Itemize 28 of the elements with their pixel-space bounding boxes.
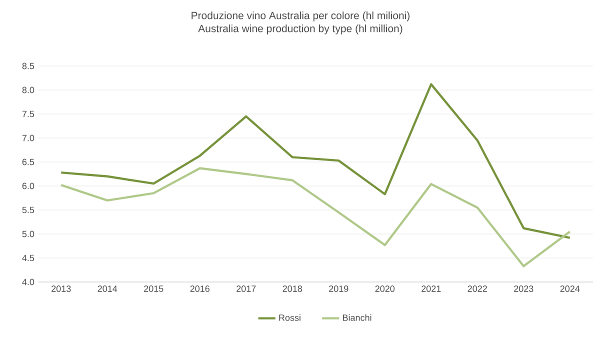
legend-label: Bianchi [343,314,372,321]
x-tick-label: 2014 [98,286,118,292]
y-tick-label: 7.5 [22,110,34,118]
x-tick-label: 2017 [236,286,256,292]
x-tick-label: 2016 [190,286,210,292]
y-tick-label: 6.0 [22,182,34,190]
line-series [60,83,571,239]
y-tick-label: 5.0 [22,230,34,238]
x-tick-label: 2013 [52,286,71,292]
y-tick-label: 8.0 [22,86,34,94]
x-tick-label: 2019 [329,286,348,292]
line-series [60,167,571,268]
chart-subtitle: Australia wine production by type (hl million) [198,24,402,34]
x-tick-label: 2020 [375,286,395,292]
chart-title: Produzione vino Australia per colore (hl milioni) [192,12,410,22]
x-tick-label: 2015 [144,286,164,292]
y-tick-label: 4.5 [22,254,34,262]
y-tick-label: 6.5 [22,158,34,166]
y-tick-label: 4.0 [22,278,34,286]
x-tick-label: 2023 [514,286,534,292]
y-tick-label: 7.0 [22,134,34,142]
legend-label: Rossi [279,314,300,321]
x-tick-label: 2022 [468,286,487,292]
x-tick-label: 2021 [422,286,441,292]
y-tick-label: 8.5 [22,62,34,70]
y-tick-label: 5.5 [22,206,34,214]
x-tick-label: 2024 [560,286,580,292]
x-tick-label: 2018 [282,286,302,292]
